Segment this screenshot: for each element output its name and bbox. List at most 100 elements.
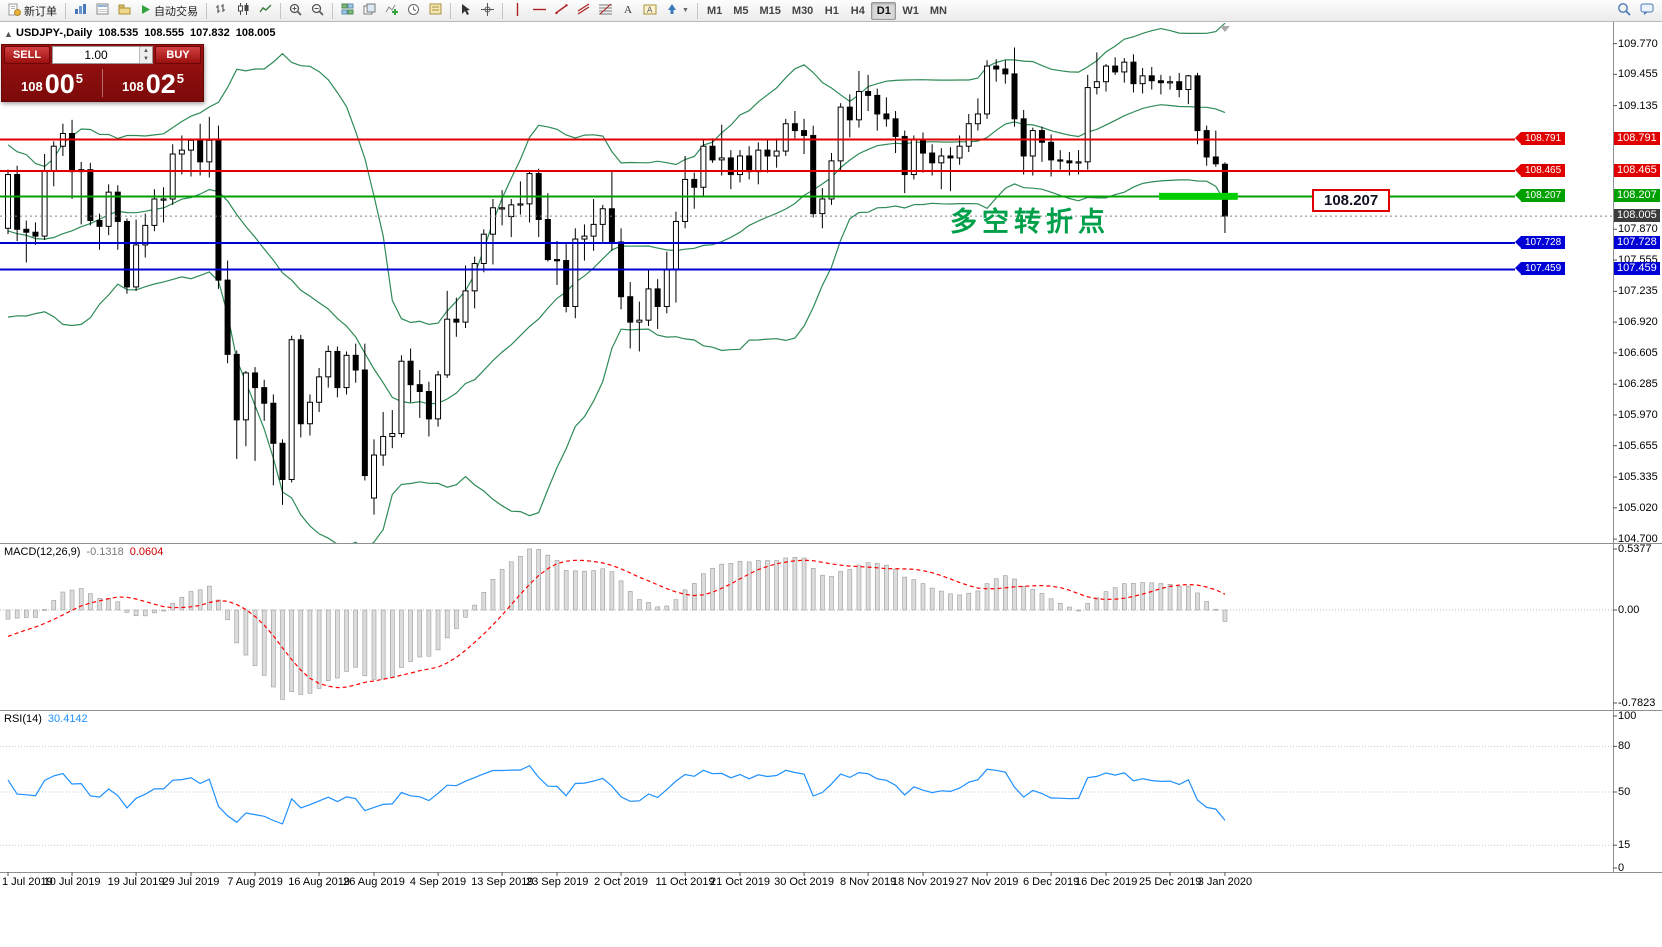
autotrading-play-icon (140, 4, 151, 18)
horizontal-line-button[interactable] (529, 1, 550, 20)
tile-windows-button[interactable] (337, 1, 358, 20)
candlestick-button[interactable] (233, 1, 254, 20)
svg-text:A: A (624, 4, 632, 15)
equidistant-channel-button[interactable] (573, 1, 594, 20)
sell-price-pips: 00 (44, 69, 75, 99)
volume-input[interactable] (53, 48, 139, 62)
timeframe-button-m15[interactable]: M15 (755, 2, 786, 20)
svg-text:A: A (647, 5, 653, 14)
volume-up-icon[interactable]: ▲ (140, 47, 152, 55)
chat-icon (1640, 3, 1654, 19)
price-axis-label: 106.920 (1618, 316, 1658, 329)
timeframe-button-h4[interactable]: H4 (845, 2, 870, 20)
time-axis[interactable]: 1 Jul 2019 10 Jul 2019 19 Jul 2019 29 Jul 2… (0, 872, 1613, 892)
date-axis-label: 29 Jul 2019 (162, 876, 220, 888)
sell-price-base: 108 (21, 79, 43, 94)
volume-down-icon[interactable]: ▼ (140, 55, 152, 63)
timeframe-button-mn[interactable]: MN (925, 2, 952, 20)
dropdown-caret-icon: ▼ (682, 7, 689, 14)
vertical-line-icon (513, 2, 522, 19)
text-label-icon: A (643, 4, 657, 18)
price-axis[interactable]: 109.770 109.455 109.135 107.870 107.555 107.2… (1614, 22, 1662, 874)
price-axis-label: 105.335 (1618, 471, 1658, 484)
bar-chart-icon (215, 3, 228, 18)
timeframe-button-m1[interactable]: M1 (702, 2, 727, 20)
navigator-icon (118, 3, 131, 18)
zoom-out-button[interactable] (307, 1, 328, 20)
buy-price-base: 108 (122, 79, 144, 94)
macd-axis-label: 0.00 (1618, 604, 1640, 616)
templates-button[interactable] (425, 1, 446, 20)
trendline-button[interactable] (551, 1, 572, 20)
periods-button[interactable] (403, 1, 424, 20)
timeframe-button-m5[interactable]: M5 (728, 2, 753, 20)
timeframe-button-d1[interactable]: D1 (871, 1, 897, 20)
arrow-shapes-button[interactable]: ▼ (662, 1, 693, 20)
crosshair-button[interactable] (477, 1, 498, 20)
buy-price[interactable]: 108 02 5 (103, 66, 203, 100)
vertical-line-button[interactable] (507, 1, 528, 20)
navigator-button[interactable] (114, 1, 135, 20)
price-axis-label: 105.970 (1618, 408, 1658, 421)
macd-signal-line (7, 559, 1226, 689)
sell-price[interactable]: 108 00 5 (2, 66, 102, 100)
ohlc-open: 108.535 (98, 27, 139, 39)
zoom-in-button[interactable] (285, 1, 306, 20)
date-axis-label: 4 Sep 2019 (409, 876, 467, 888)
bar-chart-button[interactable] (211, 1, 232, 20)
market-watch-icon (74, 3, 87, 18)
horizontal-line-icon (533, 5, 546, 17)
zoom-in-icon (289, 3, 302, 19)
macd-main-value: -0.1318 (86, 546, 124, 558)
date-axis-label: 30 Oct 2019 (774, 876, 835, 888)
text-button[interactable]: A (617, 1, 638, 20)
timeframe-button-w1[interactable]: W1 (897, 2, 924, 20)
arrow-shapes-icon (666, 3, 678, 18)
macd-axis-label: -0.7823 (1618, 697, 1656, 709)
chart-symbol-period: USDJPY-,Daily (16, 27, 93, 39)
date-axis-label: 8 Nov 2019 (839, 876, 897, 888)
rsi-pane (0, 745, 1613, 846)
arrange-windows-button[interactable] (359, 1, 380, 20)
buy-price-pips: 02 (145, 69, 176, 99)
text-icon: A (622, 3, 634, 18)
price-callout-label: 108.207 (1312, 189, 1391, 212)
price-axis-tag: 108.005 (1614, 209, 1660, 223)
text-label-button[interactable]: A (639, 1, 661, 20)
rsi-pane-label: RSI(14) 30.4142 (4, 713, 88, 725)
fibonacci-button[interactable] (595, 1, 616, 20)
date-axis-label: 7 Aug 2019 (227, 876, 283, 888)
chart-annotation-text: 多空转折点 (950, 207, 1110, 237)
market-watch-button[interactable] (70, 1, 91, 20)
rsi-axis-label: 0 (1618, 862, 1625, 874)
highlight-segment (1159, 192, 1238, 200)
date-axis-label: 16 Dec 2019 (1075, 876, 1138, 888)
price-axis-tag: 107.459 (1614, 262, 1660, 276)
price-axis-tag: 108.791 (1614, 132, 1660, 146)
macd-axis-label: 0.5377 (1618, 543, 1652, 555)
timeframe-button-m30[interactable]: M30 (787, 2, 818, 20)
data-window-button[interactable] (92, 1, 113, 20)
chat-button[interactable] (1636, 1, 1658, 20)
rsi-line (7, 764, 1226, 825)
line-chart-button[interactable] (255, 1, 276, 20)
separator (696, 2, 698, 19)
timeframe-button-h1[interactable]: H1 (819, 2, 844, 20)
one-click-collapse-toggle[interactable]: ▲ (4, 29, 13, 39)
price-divider (102, 69, 103, 97)
price-axis-label: 106.285 (1618, 378, 1658, 391)
cursor-button[interactable] (455, 1, 476, 20)
separator (206, 2, 207, 19)
buy-button[interactable]: BUY (155, 46, 201, 64)
search-button[interactable] (1613, 1, 1635, 20)
price-axis-label: 109.455 (1618, 68, 1658, 81)
new-order-button[interactable]: 新订单 (4, 1, 61, 20)
volume-stepper[interactable]: ▲ ▼ (139, 47, 152, 63)
autotrading-button[interactable]: 自动交易 (136, 1, 202, 20)
indicators-button[interactable] (381, 1, 402, 20)
sell-button[interactable]: SELL (4, 46, 50, 64)
chart-header: USDJPY-,Daily 108.535 108.555 107.832 10… (16, 27, 275, 39)
